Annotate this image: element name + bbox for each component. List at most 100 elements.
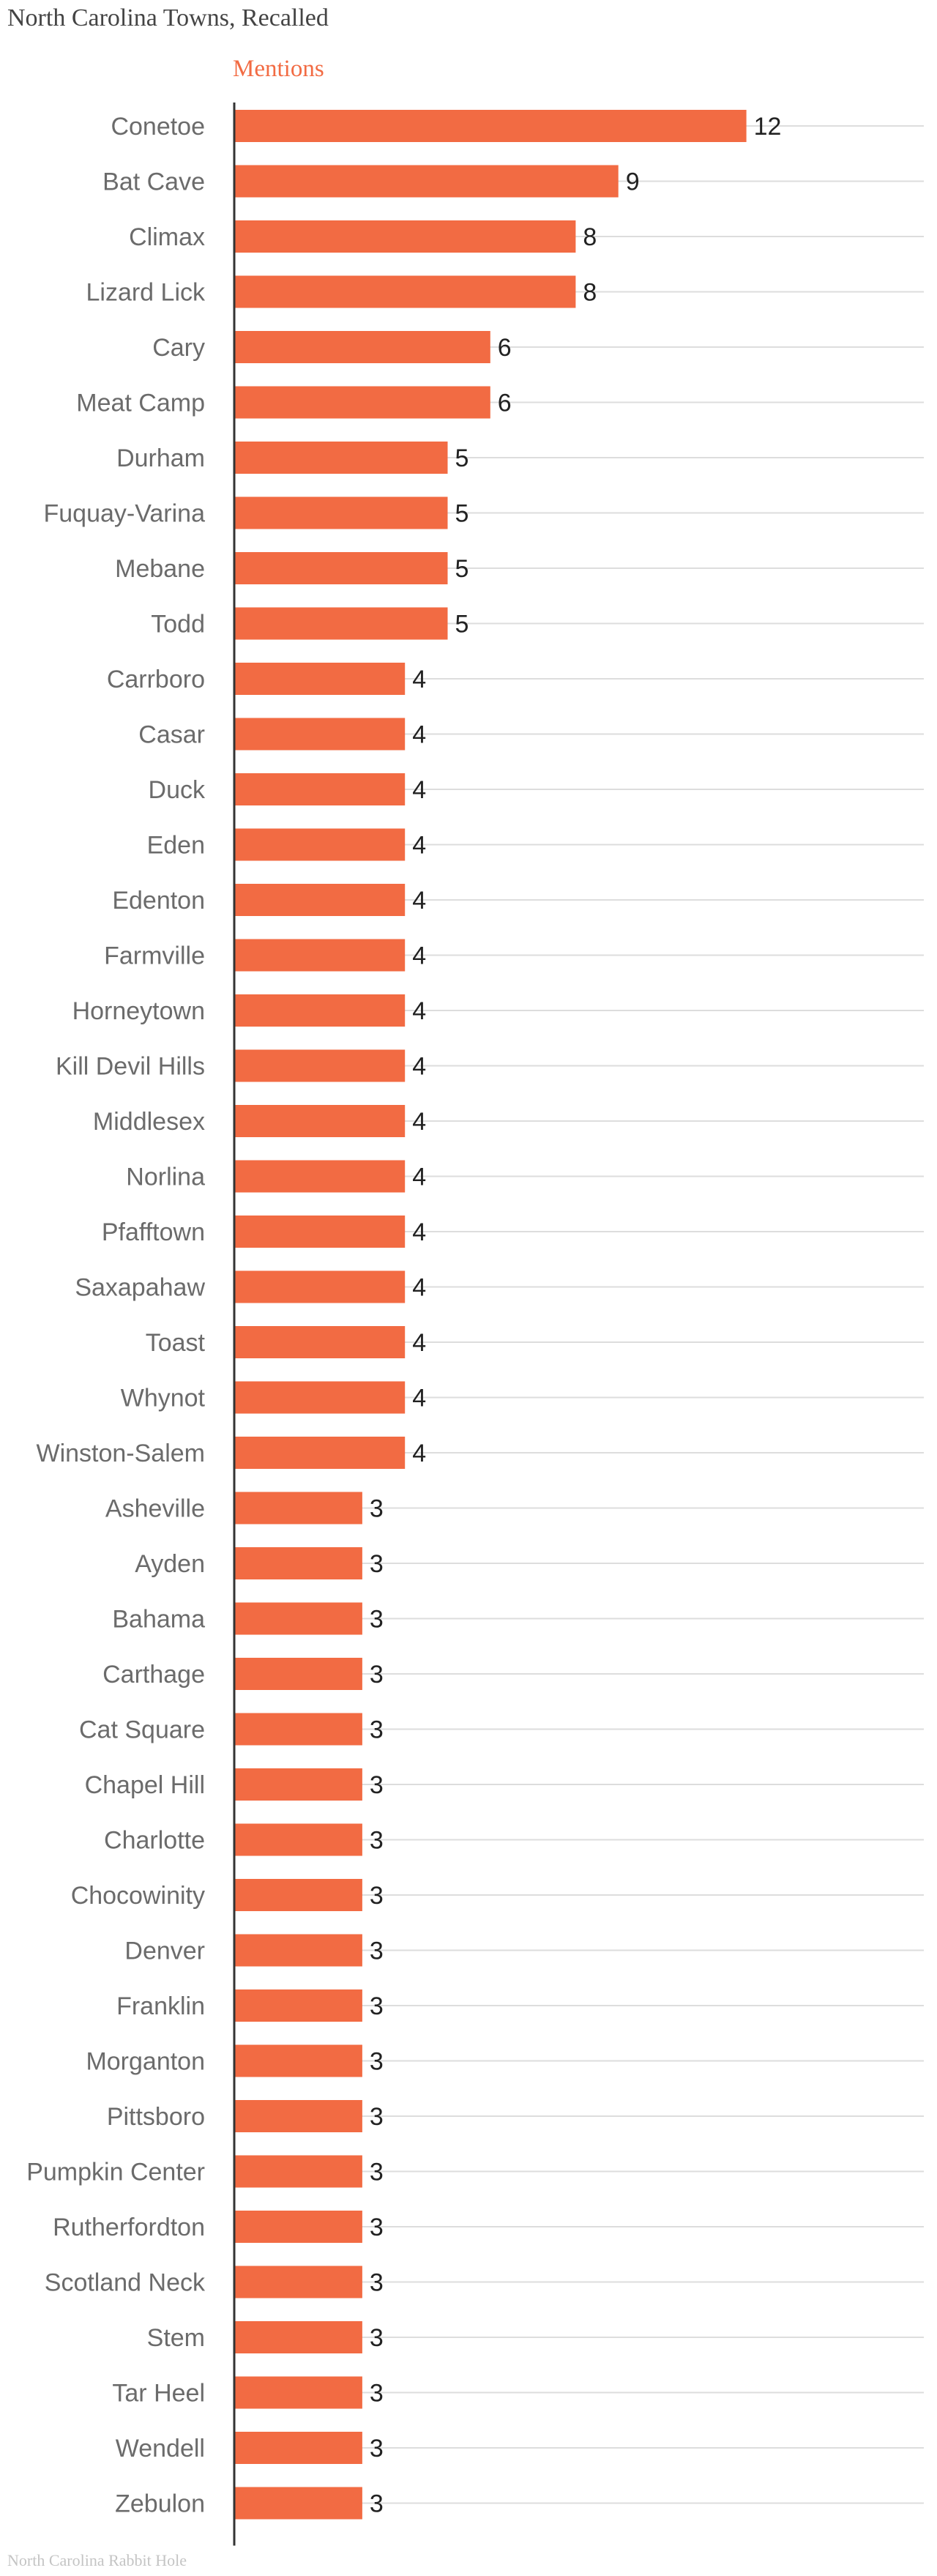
category-label: Norlina bbox=[126, 1164, 205, 1191]
category-label: Denver bbox=[124, 1937, 205, 1965]
bar bbox=[234, 1437, 406, 1469]
bar bbox=[234, 607, 448, 640]
category-label: Eden bbox=[147, 832, 205, 860]
category-label: Pumpkin Center bbox=[26, 2159, 205, 2186]
value-label: 3 bbox=[370, 1992, 384, 2020]
bar bbox=[234, 2432, 362, 2464]
category-label: Charlotte bbox=[104, 1827, 205, 1855]
bar bbox=[234, 220, 576, 253]
value-label: 9 bbox=[626, 168, 640, 196]
category-label: Toast bbox=[146, 1329, 206, 1357]
category-label: Chapel Hill bbox=[85, 1771, 205, 1799]
category-label: Todd bbox=[151, 611, 205, 639]
value-label: 4 bbox=[412, 997, 426, 1025]
value-label: 3 bbox=[370, 1771, 384, 1799]
value-label: 3 bbox=[370, 1606, 384, 1634]
value-label: 5 bbox=[455, 611, 469, 639]
bar bbox=[234, 275, 576, 308]
value-label: 5 bbox=[455, 444, 469, 472]
chart-title: North Carolina Towns, Recalled bbox=[7, 4, 329, 31]
value-label: 4 bbox=[412, 1218, 426, 1246]
bar bbox=[234, 2211, 362, 2243]
value-label: 4 bbox=[412, 832, 426, 860]
bar bbox=[234, 1492, 362, 1525]
bar bbox=[234, 2100, 362, 2132]
bar bbox=[234, 2376, 362, 2409]
value-label: 3 bbox=[370, 1882, 384, 1910]
bar bbox=[234, 2487, 362, 2520]
bar bbox=[234, 110, 747, 142]
value-label: 3 bbox=[370, 1937, 384, 1965]
category-label: Middlesex bbox=[93, 1108, 205, 1136]
category-label: Scotland Neck bbox=[45, 2269, 206, 2297]
value-label: 8 bbox=[583, 223, 597, 251]
value-label: 6 bbox=[498, 390, 512, 417]
bar bbox=[234, 1270, 406, 1303]
bar bbox=[234, 2044, 362, 2077]
category-label: Kill Devil Hills bbox=[56, 1053, 205, 1081]
bar bbox=[234, 884, 406, 916]
category-label: Ayden bbox=[135, 1550, 205, 1578]
category-label: Horneytown bbox=[72, 997, 205, 1025]
value-label: 4 bbox=[412, 1164, 426, 1191]
category-label: Bat Cave bbox=[102, 168, 205, 196]
category-label: Saxapahaw bbox=[75, 1274, 205, 1302]
value-label: 4 bbox=[412, 1329, 426, 1357]
bar bbox=[234, 1989, 362, 2022]
value-label: 3 bbox=[370, 1495, 384, 1523]
value-label: 4 bbox=[412, 1274, 426, 1302]
value-label: 3 bbox=[370, 2490, 384, 2518]
value-label: 4 bbox=[412, 1108, 426, 1136]
category-label: Winston-Salem bbox=[36, 1440, 205, 1467]
bar bbox=[234, 1823, 362, 1856]
value-label: 3 bbox=[370, 2159, 384, 2186]
value-label: 4 bbox=[412, 1053, 426, 1081]
bar bbox=[234, 1160, 406, 1193]
value-label: 5 bbox=[455, 500, 469, 528]
bar bbox=[234, 1049, 406, 1082]
value-label: 5 bbox=[455, 555, 469, 583]
value-label: 3 bbox=[370, 2324, 384, 2352]
value-label: 3 bbox=[370, 1827, 384, 1855]
value-label: 3 bbox=[370, 2435, 384, 2463]
bar bbox=[234, 165, 619, 198]
bar bbox=[234, 2155, 362, 2188]
category-label: Casar bbox=[138, 721, 205, 749]
bar bbox=[234, 1381, 406, 1414]
bar bbox=[234, 939, 406, 972]
value-label: 8 bbox=[583, 279, 597, 307]
category-label: Tar Heel bbox=[112, 2380, 205, 2408]
bar bbox=[234, 2266, 362, 2298]
value-label: 4 bbox=[412, 1385, 426, 1412]
category-label: Mebane bbox=[115, 555, 205, 583]
bar bbox=[234, 386, 490, 419]
value-label: 3 bbox=[370, 2103, 384, 2131]
value-label: 4 bbox=[412, 776, 426, 804]
series-label: Mentions bbox=[233, 56, 324, 82]
source-footer: North Carolina Rabbit Hole bbox=[7, 2551, 187, 2569]
bar bbox=[234, 331, 490, 363]
bar bbox=[234, 2321, 362, 2353]
category-label: Carthage bbox=[102, 1661, 205, 1689]
bar bbox=[234, 1934, 362, 1967]
value-label: 6 bbox=[498, 334, 512, 362]
value-label: 3 bbox=[370, 1550, 384, 1578]
bar bbox=[234, 1658, 362, 1690]
category-label: Lizard Lick bbox=[86, 279, 206, 307]
bar bbox=[234, 442, 448, 474]
value-label: 12 bbox=[754, 113, 782, 141]
category-label: Edenton bbox=[112, 887, 205, 915]
bar bbox=[234, 1547, 362, 1579]
bar bbox=[234, 496, 448, 529]
bar bbox=[234, 1105, 406, 1137]
category-label: Conetoe bbox=[111, 113, 205, 141]
value-label: 3 bbox=[370, 2380, 384, 2408]
value-label: 4 bbox=[412, 887, 426, 915]
category-label: Asheville bbox=[105, 1495, 205, 1523]
category-label: Durham bbox=[116, 444, 205, 472]
category-label: Stem bbox=[147, 2324, 205, 2352]
category-label: Cary bbox=[152, 334, 205, 362]
bar bbox=[234, 1768, 362, 1801]
category-label: Cat Square bbox=[79, 1716, 205, 1744]
